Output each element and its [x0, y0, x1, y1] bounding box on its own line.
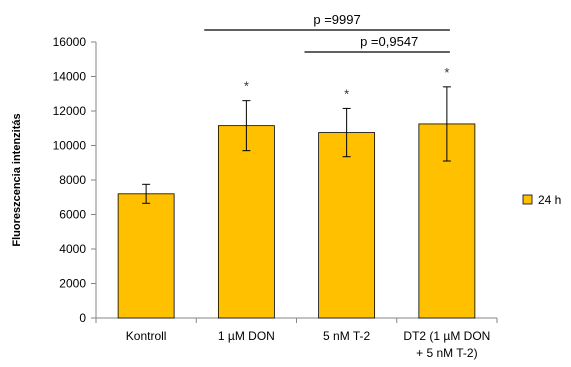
significance-star: * [244, 79, 249, 94]
y-tick-label: 4000 [59, 242, 86, 256]
y-tick-label: 12000 [53, 104, 87, 118]
significance-star: * [444, 65, 449, 80]
y-axis-label: Fluoreszcencia intenzitás [11, 113, 23, 246]
y-tick-label: 14000 [53, 70, 87, 84]
x-tick-label: Kontroll [126, 329, 167, 343]
error-bars [142, 86, 451, 204]
bars [117, 123, 476, 319]
x-tick-labels: Kontroll 1 µM DON 5 nM T-2 DT2 (1 µM DON + 5… [126, 329, 491, 360]
bar [217, 125, 275, 319]
y-tick-label: 0 [79, 311, 86, 325]
legend-swatch [522, 194, 533, 205]
bar [318, 132, 376, 319]
x-tick-label: DT2 (1 µM DON [403, 329, 490, 343]
y-tick-label: 16000 [53, 35, 87, 49]
significance-star: * [344, 86, 349, 101]
x-tick-label: + 5 nM T-2) [416, 346, 477, 360]
y-tick-label: 10000 [53, 139, 87, 153]
legend-label: 24 h [538, 193, 561, 207]
annotation-label: p =0,9547 [360, 34, 418, 49]
legend: 24 h [522, 193, 561, 207]
annotation-label: p =9997 [313, 12, 360, 27]
axes: 0 2000 4000 6000 8000 10000 12000 14000 16000 [53, 35, 498, 325]
bar [117, 193, 175, 319]
y-tick-label: 2000 [59, 277, 86, 291]
x-tick-label: 1 µM DON [218, 329, 275, 343]
significance-markers: * * * [244, 65, 450, 102]
x-tick-label: 5 nM T-2 [323, 329, 370, 343]
y-tick-label: 6000 [59, 208, 86, 222]
y-tick-label: 8000 [59, 173, 86, 187]
